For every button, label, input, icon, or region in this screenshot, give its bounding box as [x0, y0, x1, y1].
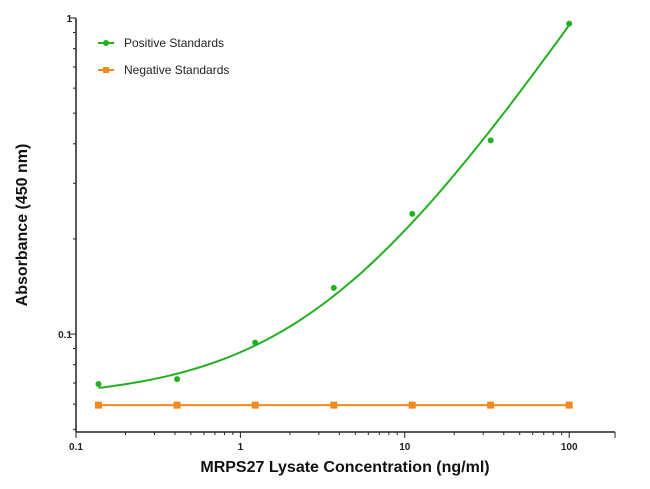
data-point [566, 20, 573, 27]
x-tick-label: 10 [399, 442, 411, 453]
axes: 0.1 1 10 100 0.1 1 [58, 14, 616, 453]
x-tick-label: 0.1 [69, 442, 83, 453]
legend-label: Positive Standards [124, 36, 224, 50]
legend-marker [103, 40, 109, 46]
series-0 [95, 20, 573, 389]
legend: Positive Standards Negative Standards [98, 36, 229, 77]
data-point [95, 381, 102, 388]
data-point [409, 210, 416, 217]
data-point [173, 401, 181, 409]
y-axis-title: Absorbance (450 nm) [14, 144, 31, 307]
series-1 [94, 401, 573, 409]
data-point [408, 401, 416, 409]
fit-curve [98, 24, 571, 389]
data-point [252, 339, 259, 346]
x-axis-title: MRPS27 Lysate Concentration (ng/ml) [200, 459, 489, 476]
x-tick-label: 1 [238, 442, 244, 453]
data-point [565, 401, 573, 409]
data-point [487, 137, 494, 144]
data-point [174, 376, 181, 383]
y-tick-label: 1 [66, 14, 72, 25]
data-point [251, 401, 259, 409]
x-tick-label: 100 [561, 442, 578, 453]
y-tick-label: 0.1 [58, 330, 72, 341]
data-point [330, 401, 338, 409]
marks [94, 20, 573, 409]
data-point [94, 401, 102, 409]
legend-marker [103, 67, 109, 73]
data-point [487, 401, 495, 409]
legend-label: Negative Standards [124, 63, 229, 77]
data-point [330, 284, 337, 291]
